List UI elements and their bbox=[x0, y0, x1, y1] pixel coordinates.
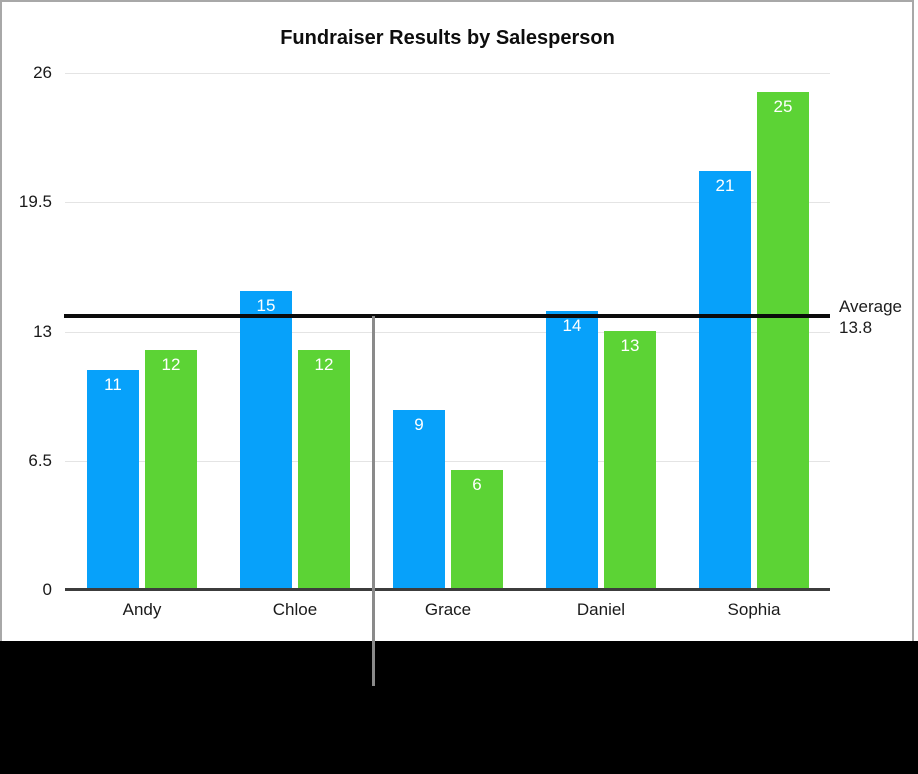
gridline bbox=[65, 73, 830, 74]
x-axis-label: Andy bbox=[122, 600, 162, 619]
y-axis-tick-label: 6.5 bbox=[28, 451, 52, 470]
y-axis-tick-label: 26 bbox=[33, 63, 52, 82]
bar-green-series bbox=[298, 350, 350, 589]
x-axis-label: Chloe bbox=[272, 600, 318, 619]
average-value-text: 13.8 bbox=[839, 318, 873, 337]
bar-green-series bbox=[451, 470, 503, 589]
gridline bbox=[65, 202, 830, 203]
average-label-text: Average bbox=[839, 297, 903, 316]
chart-title: Fundraiser Results by Salesperson bbox=[280, 27, 615, 49]
bar-blue-series bbox=[87, 370, 139, 589]
bar-value-label: 13 bbox=[620, 336, 640, 355]
y-axis-tick-label: 19.5 bbox=[18, 192, 52, 211]
x-axis-label: Daniel bbox=[576, 600, 626, 619]
bar-green-series bbox=[145, 350, 197, 589]
bar-green-series bbox=[757, 92, 809, 589]
average-reference-line bbox=[64, 314, 830, 318]
bar-green-series bbox=[604, 331, 656, 590]
bar-blue-series bbox=[393, 410, 445, 589]
x-axis-label: Grace bbox=[424, 600, 472, 619]
bottom-letterbox-panel bbox=[0, 641, 918, 774]
bar-value-label: 6 bbox=[472, 475, 482, 494]
bar-value-label: 9 bbox=[414, 415, 424, 434]
pointer-indicator-line bbox=[372, 316, 375, 686]
gridline bbox=[65, 332, 830, 333]
y-axis-tick-label: 13 bbox=[33, 322, 52, 341]
x-axis-label: Sophia bbox=[727, 600, 781, 619]
bar-value-label: 21 bbox=[715, 176, 735, 195]
bar-value-label: 12 bbox=[161, 355, 181, 374]
bar-blue-series bbox=[240, 291, 292, 589]
bar-blue-series bbox=[546, 311, 598, 589]
bar-value-label: 14 bbox=[562, 316, 582, 335]
bar-value-label: 25 bbox=[773, 97, 793, 116]
x-axis-line bbox=[65, 588, 830, 591]
gridline bbox=[65, 461, 830, 462]
bar-value-label: 11 bbox=[104, 375, 122, 394]
bar-value-label: 15 bbox=[256, 296, 276, 315]
bar-blue-series bbox=[699, 171, 751, 589]
average-line-label: Average 13.8 bbox=[839, 296, 917, 338]
y-axis-tick-label: 0 bbox=[42, 580, 52, 599]
bar-value-label: 12 bbox=[314, 355, 334, 374]
